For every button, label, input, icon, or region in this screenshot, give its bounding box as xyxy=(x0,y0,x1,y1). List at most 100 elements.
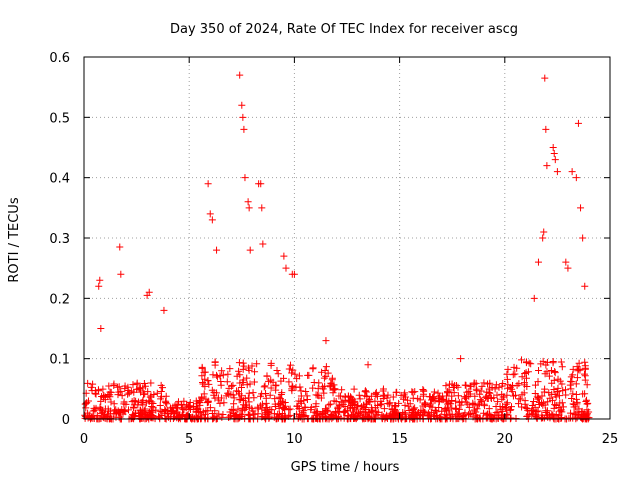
data-point xyxy=(317,394,325,402)
data-point-peak xyxy=(551,156,559,164)
data-point-peak xyxy=(550,150,558,158)
data-point xyxy=(545,389,553,397)
data-point xyxy=(569,400,577,408)
data-point xyxy=(274,410,282,418)
data-point xyxy=(567,414,575,422)
data-point xyxy=(161,406,169,414)
data-point xyxy=(471,400,479,408)
data-point xyxy=(406,400,414,408)
x-tick-label: 5 xyxy=(185,432,193,447)
data-point xyxy=(552,410,560,418)
data-point xyxy=(222,392,230,400)
data-point xyxy=(124,390,132,398)
data-point xyxy=(242,403,250,411)
data-point xyxy=(239,359,247,367)
data-point xyxy=(551,390,559,398)
data-point-peak xyxy=(543,162,551,170)
data-point xyxy=(204,397,212,405)
data-point xyxy=(555,392,563,400)
data-point xyxy=(538,411,546,419)
data-point xyxy=(332,398,340,406)
data-point xyxy=(569,390,577,398)
data-point xyxy=(411,388,419,396)
data-point xyxy=(267,361,275,369)
data-point xyxy=(209,371,217,379)
data-point xyxy=(401,409,409,417)
data-point-peak xyxy=(581,282,589,290)
data-point xyxy=(567,385,575,393)
data-point xyxy=(239,379,247,387)
data-point xyxy=(558,408,566,416)
data-point xyxy=(262,389,270,397)
data-point xyxy=(442,413,450,421)
data-point xyxy=(575,365,583,373)
data-point xyxy=(229,381,237,389)
data-point xyxy=(421,399,429,407)
data-point-peak xyxy=(322,337,330,345)
data-point xyxy=(224,370,232,378)
data-point xyxy=(286,361,294,369)
data-point xyxy=(147,379,155,387)
data-point xyxy=(267,384,275,392)
data-point xyxy=(211,407,219,415)
data-point-peak xyxy=(160,306,168,314)
data-point xyxy=(530,398,538,406)
data-point xyxy=(512,391,520,399)
data-point xyxy=(367,392,375,400)
data-point xyxy=(261,382,269,390)
data-point-peak xyxy=(241,174,249,182)
data-point xyxy=(583,396,591,404)
data-point xyxy=(461,409,469,417)
data-point xyxy=(528,402,536,410)
data-point xyxy=(484,380,492,388)
data-point xyxy=(499,380,507,388)
data-point xyxy=(186,402,194,410)
data-point xyxy=(549,411,557,419)
data-point xyxy=(430,388,438,396)
data-point xyxy=(581,358,589,366)
data-point xyxy=(144,411,152,419)
data-point-peak xyxy=(145,288,153,296)
data-point xyxy=(361,392,369,400)
data-point xyxy=(231,412,239,420)
data-point xyxy=(250,378,258,386)
data-point xyxy=(260,383,268,391)
y-tick-label: 0.5 xyxy=(49,111,70,126)
data-point xyxy=(471,392,479,400)
data-point xyxy=(481,402,489,410)
data-point xyxy=(374,408,382,416)
data-point xyxy=(455,399,463,407)
data-point xyxy=(453,381,461,389)
data-point-peak xyxy=(246,246,254,254)
data-point xyxy=(556,407,564,415)
data-point xyxy=(497,406,505,414)
data-point xyxy=(485,405,493,413)
data-point xyxy=(196,399,204,407)
y-tick-label: 0.6 xyxy=(49,51,70,66)
data-point-peak xyxy=(364,361,372,369)
data-point xyxy=(266,391,274,399)
data-point xyxy=(315,379,323,387)
data-point xyxy=(518,391,526,399)
data-point xyxy=(413,410,421,418)
data-point xyxy=(385,400,393,408)
data-point xyxy=(521,397,529,405)
data-point xyxy=(133,380,141,388)
data-point xyxy=(148,414,156,422)
data-point xyxy=(454,392,462,400)
data-point xyxy=(371,397,379,405)
data-point xyxy=(234,405,242,413)
data-point xyxy=(202,407,210,415)
data-point xyxy=(486,389,494,397)
data-point xyxy=(163,400,171,408)
data-point xyxy=(223,378,231,386)
data-point xyxy=(573,414,581,422)
data-point-peak xyxy=(280,252,288,260)
data-point xyxy=(281,414,289,422)
data-point xyxy=(541,370,549,378)
data-point xyxy=(291,370,299,378)
data-point xyxy=(322,363,330,371)
data-point xyxy=(81,400,89,408)
data-point xyxy=(142,399,150,407)
